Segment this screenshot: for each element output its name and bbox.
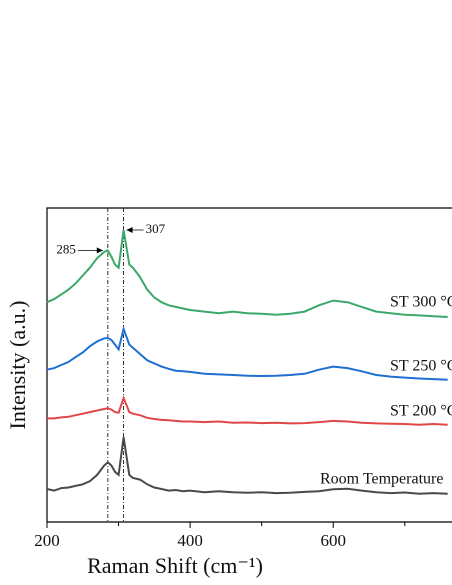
x-axis-label: Raman Shift (cm⁻¹) bbox=[87, 553, 263, 578]
spectrum-line bbox=[46, 325, 448, 381]
spectrum-line bbox=[46, 437, 448, 495]
annotation: 285 bbox=[56, 241, 76, 256]
series-label: ST 300 °C bbox=[390, 294, 452, 311]
series-label: ST 200 °C bbox=[390, 402, 452, 419]
x-tick-label: 200 bbox=[34, 531, 60, 550]
annotation: 307 bbox=[146, 221, 166, 236]
x-tick-label: 400 bbox=[177, 531, 203, 550]
series-label: Room Temperature bbox=[320, 470, 443, 487]
annotation-arrowhead bbox=[96, 247, 103, 254]
spectrum-line bbox=[46, 229, 448, 318]
axis-frame bbox=[46, 207, 452, 523]
x-tick-label: 600 bbox=[320, 531, 346, 550]
series-label: ST 250 °C bbox=[390, 357, 452, 374]
y-axis-label: Intensity (a.u.) bbox=[5, 301, 30, 430]
annotation-arrowhead bbox=[126, 226, 133, 233]
spectrum-line bbox=[47, 395, 448, 426]
